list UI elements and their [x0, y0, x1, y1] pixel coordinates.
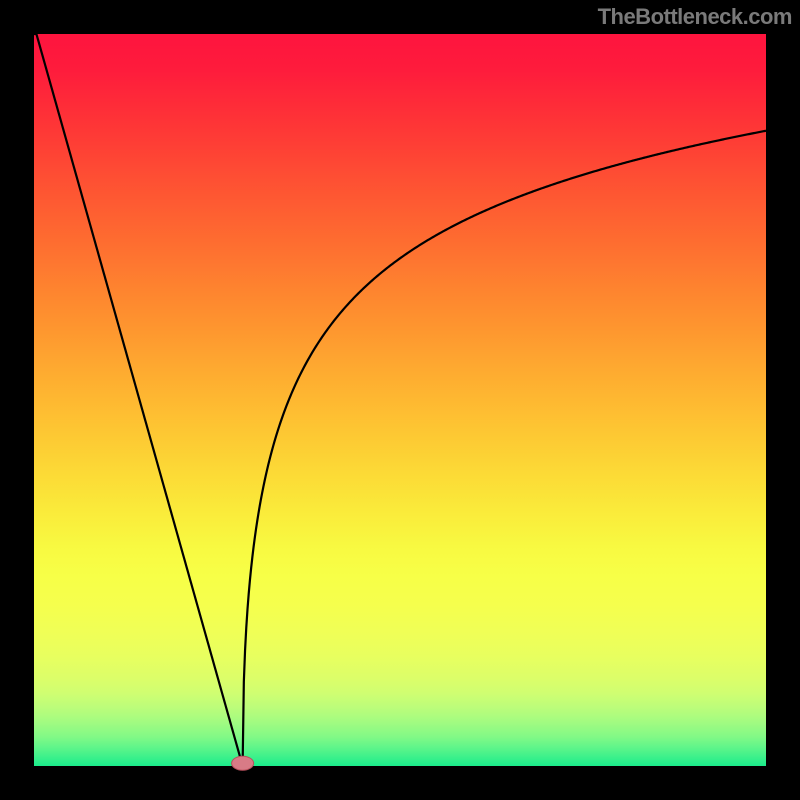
watermark-text: TheBottleneck.com: [598, 4, 792, 30]
plot-area: [34, 34, 766, 766]
chart-wrap: TheBottleneck.com: [0, 0, 800, 800]
bottleneck-chart: [0, 0, 800, 800]
optimal-point-indicator: [232, 756, 254, 770]
